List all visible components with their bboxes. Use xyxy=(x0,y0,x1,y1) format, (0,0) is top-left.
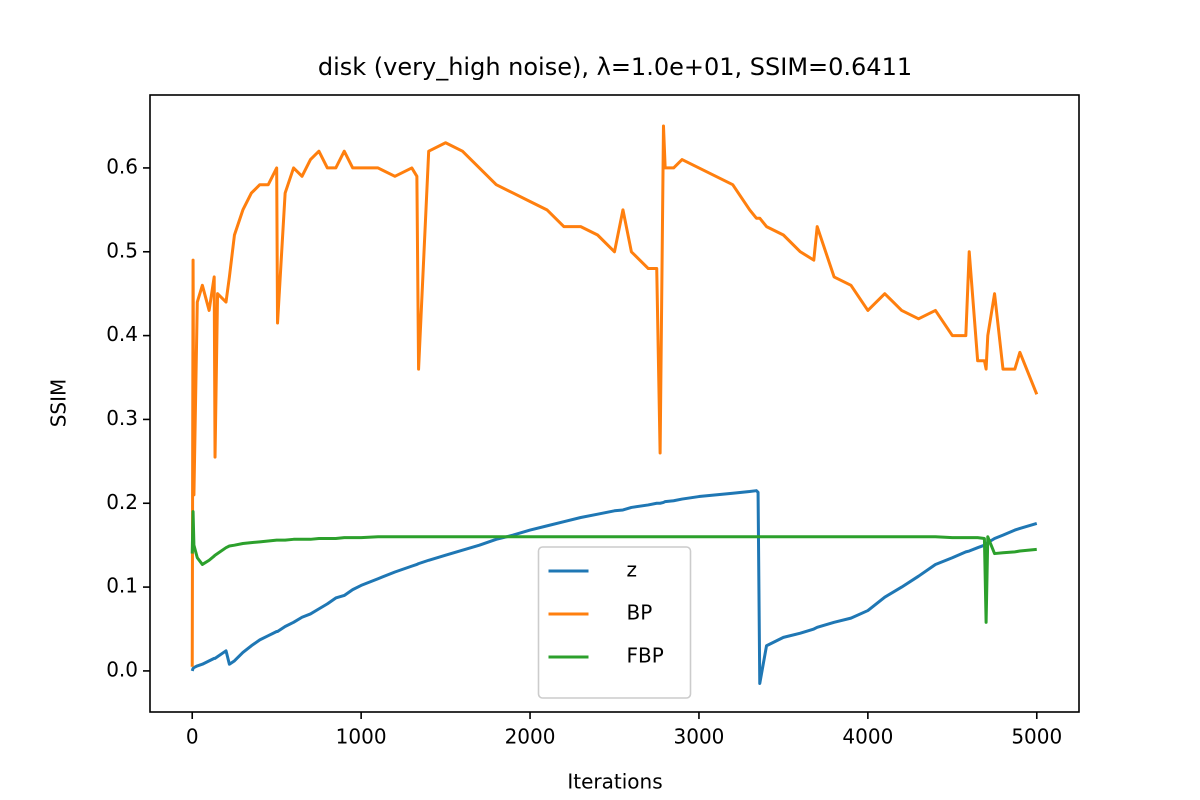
y-axis-label: SSIM xyxy=(47,379,71,428)
y-tick-label: 0.5 xyxy=(106,238,138,262)
x-tick-label: 3000 xyxy=(674,725,725,749)
x-tick-label: 2000 xyxy=(505,725,556,749)
legend-label: z xyxy=(627,558,638,582)
chart-title: disk (very_high noise), λ=1.0e+01, SSIM=… xyxy=(318,53,912,81)
line-series xyxy=(190,489,1038,685)
x-tick-label: 0 xyxy=(186,725,199,749)
legend-box xyxy=(537,546,692,699)
legend-label: FBP xyxy=(627,644,664,668)
y-tick-label: 0.4 xyxy=(106,322,138,346)
y-tick-label: 0.6 xyxy=(106,154,138,178)
y-tick-label: 0.2 xyxy=(106,490,138,514)
x-tick-label: 5000 xyxy=(1011,725,1062,749)
line-series xyxy=(190,124,1039,667)
x-tick-label: 4000 xyxy=(842,725,893,749)
y-tick-label: 0.1 xyxy=(106,574,138,598)
legend-label: BP xyxy=(627,601,653,625)
plot-frame xyxy=(149,94,1080,713)
line-series xyxy=(190,510,1037,624)
y-tick-label: 0.3 xyxy=(106,406,138,430)
y-tick-label: 0.0 xyxy=(106,657,138,681)
x-axis-label: Iterations xyxy=(567,770,662,794)
x-tick-label: 1000 xyxy=(336,725,387,749)
